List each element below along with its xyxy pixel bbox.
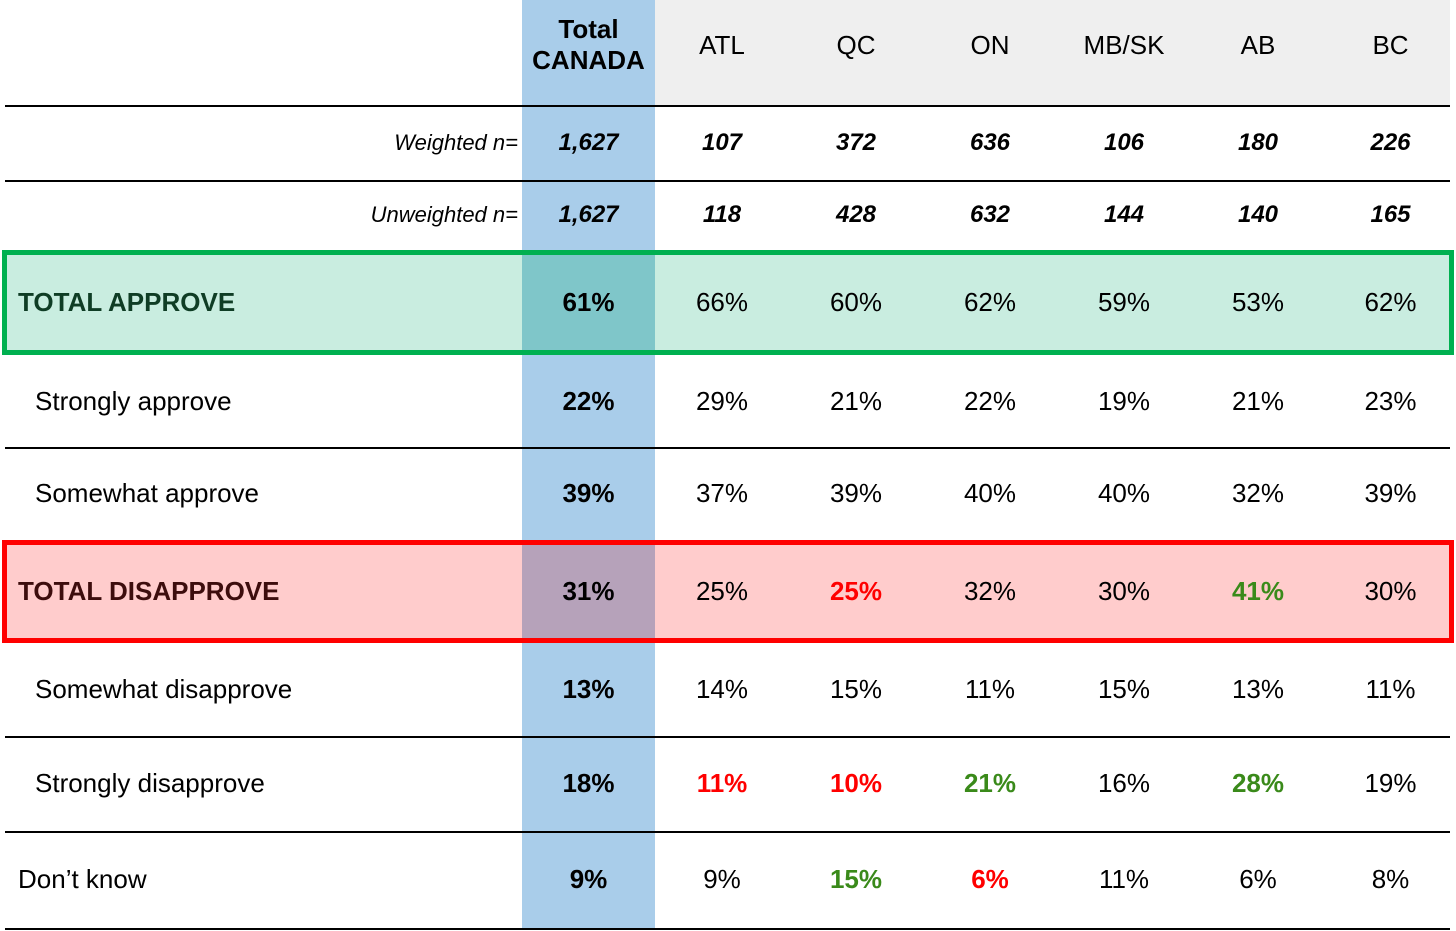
table-cell: 21%: [1231, 385, 1285, 416]
table-cell: 19%: [1097, 385, 1151, 416]
table-cell: 21%: [963, 768, 1017, 798]
table-cell: 10%: [829, 768, 883, 798]
table-cell: 144: [1103, 201, 1145, 228]
table-cell: 6%: [971, 864, 1009, 894]
column-header: Total CANADA: [532, 14, 645, 75]
table-cell: 60%: [829, 287, 883, 317]
table-cell: 11%: [964, 674, 1016, 704]
table-cell: 39%: [562, 478, 615, 508]
highlight-row-border: [2, 540, 1454, 643]
table-cell: 62%: [963, 287, 1017, 317]
table-cell: 53%: [1231, 287, 1285, 317]
table-cell: 59%: [1097, 287, 1151, 317]
table-cell: 636: [969, 128, 1011, 156]
highlight-row-bg: [2, 250, 1454, 355]
table-cell: 41%: [1231, 576, 1285, 606]
table-cell: 11%: [1365, 674, 1416, 704]
row-label: Strongly disapprove: [35, 768, 265, 798]
row-label: Somewhat disapprove: [35, 674, 293, 704]
column-header: QC: [836, 29, 876, 60]
table-cell: 25%: [695, 576, 749, 606]
table-cell: 61%: [562, 287, 615, 317]
table-cell: 6%: [1239, 864, 1277, 894]
table-cell: 28%: [1231, 768, 1285, 798]
column-header: BC: [1372, 29, 1409, 60]
table-cell: 15%: [1097, 674, 1151, 704]
table-cell: 25%: [829, 576, 883, 606]
table-cell: 16%: [1097, 768, 1151, 798]
highlight-row-border: [2, 250, 1454, 355]
row-label: Strongly approve: [35, 385, 232, 416]
column-header: ATL: [699, 29, 745, 60]
table-cell: 1,627: [558, 128, 619, 156]
column-header: MB/SK: [1083, 29, 1165, 60]
row-label: Somewhat approve: [35, 478, 260, 508]
table-cell: 180: [1237, 128, 1279, 156]
table-cell: 40%: [1097, 478, 1151, 508]
table-cell: 118: [702, 201, 742, 228]
table-cell: 9%: [703, 864, 741, 894]
table-cell: 9%: [569, 864, 608, 894]
table-cell: 15%: [829, 674, 883, 704]
table-cell: 428: [835, 201, 877, 228]
row-divider: [5, 928, 1450, 930]
table-cell: 13%: [1231, 674, 1285, 704]
table-cell: 40%: [963, 478, 1017, 508]
total-column-bg: [522, 0, 655, 928]
table-cell: 226: [1370, 128, 1411, 156]
table-cell: 31%: [562, 576, 615, 606]
row-divider: [5, 180, 1450, 182]
table-cell: 39%: [1364, 478, 1417, 508]
row-label: Weighted n=: [394, 129, 518, 155]
row-divider: [5, 447, 1450, 449]
table-cell: 18%: [562, 768, 615, 798]
row-divider: [5, 831, 1450, 833]
table-cell: 66%: [695, 287, 749, 317]
table-cell: 8%: [1371, 864, 1410, 894]
table-cell: 32%: [1231, 478, 1285, 508]
table-cell: 22%: [963, 385, 1017, 416]
table-cell: 106: [1103, 128, 1145, 156]
table-cell: 32%: [963, 576, 1017, 606]
table-cell: 29%: [695, 385, 749, 416]
highlight-total-cell: [522, 540, 655, 643]
table-cell: 37%: [695, 478, 749, 508]
table-cell: 21%: [829, 385, 883, 416]
table-cell: 11%: [696, 768, 748, 798]
table-cell: 107: [701, 128, 743, 156]
table-cell: 140: [1237, 201, 1279, 228]
table-cell: 39%: [829, 478, 883, 508]
header-region-bg: [655, 0, 1450, 105]
table-cell: 62%: [1364, 287, 1417, 317]
table-cell: 30%: [1097, 576, 1151, 606]
table-cell: 1,627: [558, 201, 619, 228]
table-cell: 14%: [695, 674, 749, 704]
row-divider: [5, 736, 1450, 738]
table-cell: 15%: [829, 864, 883, 894]
table-cell: 22%: [562, 385, 615, 416]
row-label: Don’t know: [18, 864, 147, 894]
table-cell: 372: [835, 128, 877, 156]
table-cell: 19%: [1364, 768, 1417, 798]
column-header: AB: [1240, 29, 1276, 60]
row-label: TOTAL DISAPPROVE: [18, 576, 280, 606]
row-label: Unweighted n=: [370, 202, 518, 227]
row-label: TOTAL APPROVE: [18, 287, 236, 317]
table-cell: 13%: [562, 674, 615, 704]
column-header: ON: [970, 29, 1010, 60]
table-cell: 23%: [1364, 385, 1417, 416]
row-divider: [5, 105, 1450, 107]
table-cell: 632: [969, 201, 1011, 228]
highlight-total-cell: [522, 250, 655, 355]
table-cell: 165: [1370, 201, 1411, 228]
table-cell: 11%: [1098, 864, 1150, 894]
highlight-row-bg: [2, 540, 1454, 643]
table-cell: 30%: [1364, 576, 1417, 606]
